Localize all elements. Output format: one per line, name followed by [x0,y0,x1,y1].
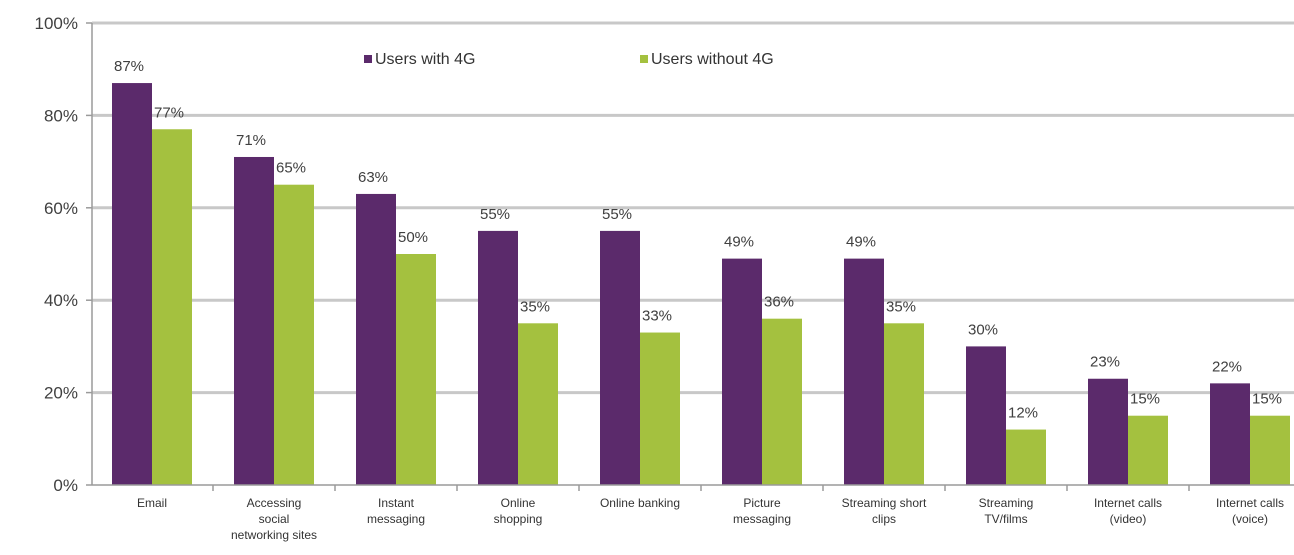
data-label: 65% [276,160,306,177]
x-category-label: Internet calls (voice) [1216,496,1284,526]
data-label: 23% [1090,354,1120,371]
x-category-label: Online shopping [494,496,543,526]
data-label: 15% [1252,391,1282,408]
bar-users-without-4g [884,323,924,485]
bar-users-with-4g [600,230,640,485]
data-label: 55% [602,206,632,223]
bar-users-without-4g [396,254,436,485]
bar-users-with-4g [356,193,396,485]
bar-users-with-4g [844,258,884,485]
data-label: 12% [1008,405,1038,422]
data-label: 55% [480,206,510,223]
data-label: 36% [764,294,794,311]
bar-users-without-4g [152,129,192,485]
x-category-label: Instant messaging [367,496,425,526]
bar-users-without-4g [518,323,558,485]
y-tick-label: 60% [44,199,78,218]
data-label: 49% [724,234,754,251]
x-category-label: Streaming TV/films [979,496,1034,526]
legend: Users with 4G Users without 4G [364,51,774,68]
bar-users-without-4g [274,184,314,485]
bar-users-with-4g [234,156,274,486]
data-label: 35% [886,298,916,315]
x-category-label: Email [137,496,167,510]
x-axis: Email Accessing social networking sites Inst… [92,484,1294,542]
data-labels: 87% 71% 63% 55% 55% 49% 49% 30% 23% 22% 77% 65% 50% 3… [114,58,1282,422]
data-label: 77% [154,104,184,121]
data-label: 22% [1212,358,1242,375]
bar-users-with-4g [722,258,762,485]
data-label: 49% [846,234,876,251]
data-label: 63% [358,169,388,186]
y-tick-label: 40% [44,291,78,310]
bar-users-without-4g [1006,429,1046,485]
bar-users-without-4g [1128,415,1168,485]
x-category-label: Accessing social networking sites [231,496,317,542]
legend-label: Users without 4G [651,51,774,68]
x-category-label: Streaming short clips [842,496,927,526]
bar-users-without-4g [762,318,802,485]
data-label: 35% [520,298,550,315]
bar-users-without-4g [1250,415,1290,485]
y-tick-label: 0% [53,476,78,495]
legend-swatch [640,55,648,63]
x-category-label: Internet calls (video) [1094,496,1162,526]
bar-users-with-4g [1210,383,1250,485]
y-tick-label: 80% [44,106,78,125]
bar-users-with-4g [112,83,152,485]
x-category-label: Online banking [600,496,680,510]
legend-swatch [364,55,372,63]
bar-users-with-4g [478,230,518,485]
x-category-label: Picture messaging [733,496,791,526]
data-label: 50% [398,229,428,246]
bar-users-without-4g [640,332,680,485]
y-tick-label: 20% [44,384,78,403]
bar-users-with-4g [1088,378,1128,485]
bar-users-with-4g [966,346,1006,485]
data-label: 30% [968,321,998,338]
y-axis: 0% 20% 40% 60% 80% 100% [35,14,93,495]
data-label: 33% [642,308,672,325]
legend-label: Users with 4G [375,51,475,68]
data-label: 71% [236,132,266,149]
y-tick-label: 100% [35,14,78,33]
data-label: 15% [1130,391,1160,408]
bars [112,83,1290,486]
data-label: 87% [114,58,144,75]
